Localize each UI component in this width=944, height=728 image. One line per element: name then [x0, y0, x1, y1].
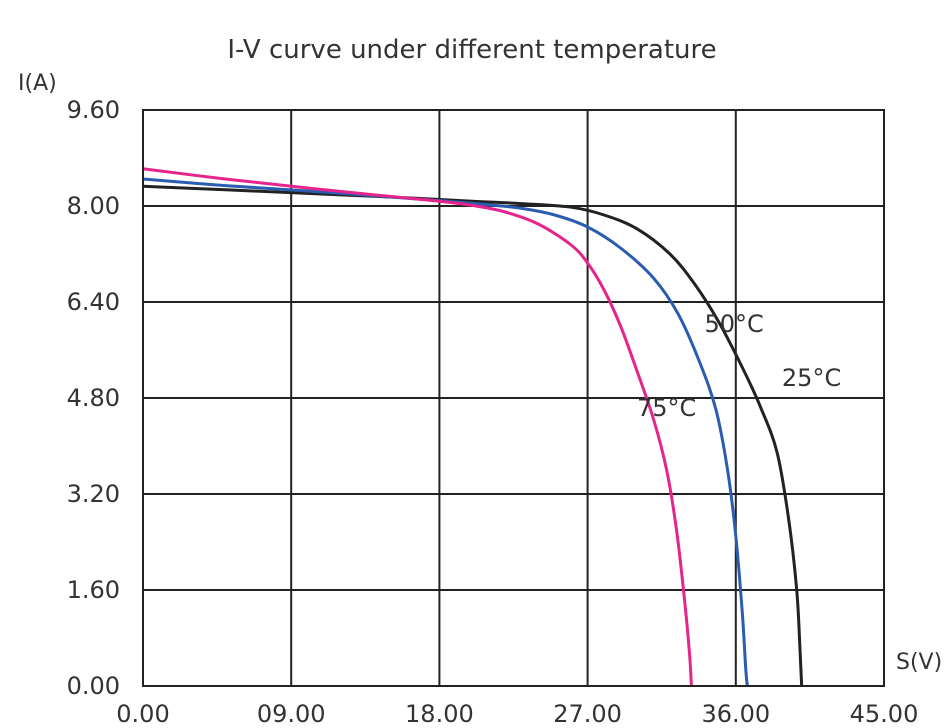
grid [143, 110, 884, 686]
y-tick-labels: 0.00 1.60 3.20 4.80 6.40 8.00 9.60 [67, 96, 120, 700]
y-tick-label: 1.60 [67, 576, 120, 604]
y-tick-label: 6.40 [67, 288, 120, 316]
y-tick-label: 3.20 [67, 480, 120, 508]
x-tick-labels: 0.00 09.00 18.00 27.00 36.00 45.00 [116, 700, 918, 728]
curve-label-2: 75°C [637, 394, 696, 422]
curve-labels: 25°C 50°C 75°C [637, 310, 841, 422]
x-tick-label: 18.00 [405, 700, 474, 728]
x-tick-label: 0.00 [116, 700, 169, 728]
x-tick-label: 36.00 [701, 700, 770, 728]
y-tick-label: 0.00 [67, 672, 120, 700]
y-axis-label: I(A) [18, 71, 57, 96]
curve-0 [142, 184, 804, 687]
y-tick-label: 4.80 [67, 384, 120, 412]
curve-label-0: 25°C [782, 364, 841, 392]
curve-label-1: 50°C [705, 310, 764, 338]
chart-title: I-V curve under different temperature [227, 35, 716, 65]
curves [142, 167, 804, 687]
plot-frame [142, 109, 885, 687]
curve-2 [142, 167, 693, 687]
x-tick-label: 27.00 [553, 700, 622, 728]
y-tick-label: 8.00 [67, 192, 120, 220]
y-tick-label: 9.60 [67, 96, 120, 124]
x-tick-label: 45.00 [850, 700, 919, 728]
x-axis-label: S(V) [896, 650, 942, 675]
x-tick-label: 09.00 [257, 700, 326, 728]
